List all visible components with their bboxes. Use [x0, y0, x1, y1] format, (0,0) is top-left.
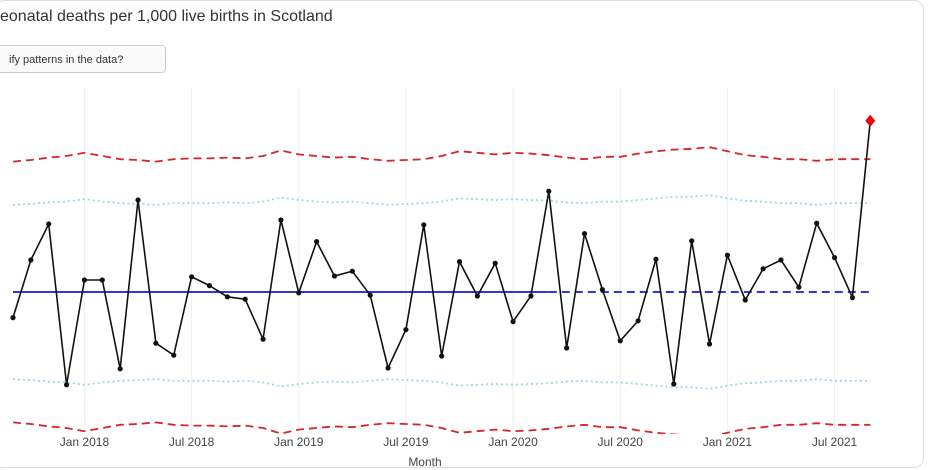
data-point: [260, 336, 266, 342]
data-point: [456, 259, 463, 265]
x-tick-label: Jul 2021: [812, 435, 858, 449]
data-point: [706, 341, 713, 347]
data-point: [510, 319, 516, 325]
data-point: [528, 293, 534, 299]
x-tick-label: Jan 2020: [488, 435, 538, 449]
chart-title: eonatal deaths per 1,000 live births in …: [0, 8, 333, 25]
data-point: [671, 381, 677, 387]
data-point: [117, 366, 123, 372]
data-point: [349, 268, 355, 274]
data-point: [617, 338, 623, 344]
data-point: [403, 327, 409, 333]
data-point: [385, 365, 391, 371]
series-line: [12, 146, 871, 163]
data-point: [742, 297, 748, 303]
data-point: [689, 238, 695, 244]
data-point: [314, 239, 320, 245]
data-point: [81, 277, 88, 283]
data-point: [831, 255, 838, 261]
data-point: [814, 220, 820, 226]
data-point: [28, 257, 34, 263]
data-point: [564, 345, 570, 351]
data-point: [206, 283, 213, 289]
data-point: [581, 231, 588, 237]
series-line: [12, 378, 871, 390]
x-tick-label: Jul 2018: [169, 435, 215, 449]
data-point: [599, 287, 605, 293]
data-point: [653, 256, 659, 262]
data-point: [439, 353, 445, 359]
x-tick-label: Jan 2021: [703, 435, 753, 449]
x-tick-label: Jan 2018: [60, 435, 110, 449]
data-point: [224, 294, 230, 300]
data-point: [189, 274, 195, 280]
data-point: [331, 273, 338, 279]
data-point: [492, 260, 498, 266]
special-point: [865, 114, 876, 127]
data-point: [135, 197, 141, 203]
data-point: [296, 290, 302, 296]
data-point: [760, 266, 766, 272]
data-point: [849, 295, 856, 301]
x-tick-label: Jul 2019: [383, 435, 429, 449]
data-point: [474, 293, 480, 299]
x-tick-label: Jan 2019: [274, 435, 324, 449]
data-point: [63, 382, 70, 388]
data-point: [635, 318, 641, 324]
data-point: [796, 284, 802, 290]
data-point: [10, 315, 16, 321]
series-line: [12, 194, 871, 206]
data-point: [546, 188, 552, 194]
data-point: [421, 222, 427, 228]
data-point: [278, 217, 284, 223]
question-button[interactable]: ify patterns in the data?: [0, 45, 166, 73]
data-point: [778, 257, 784, 263]
plot-area: [10, 88, 872, 434]
x-axis-label: Month: [408, 455, 441, 469]
data-point: [171, 352, 177, 358]
data-point: [46, 221, 52, 227]
data-point: [724, 252, 731, 258]
data-point: [99, 277, 105, 283]
data-point: [242, 296, 248, 302]
series-line: [12, 120, 872, 385]
data-point: [153, 340, 159, 346]
data-point: [367, 292, 373, 298]
x-tick-label: Jul 2020: [598, 435, 644, 449]
series-line: [12, 421, 871, 434]
